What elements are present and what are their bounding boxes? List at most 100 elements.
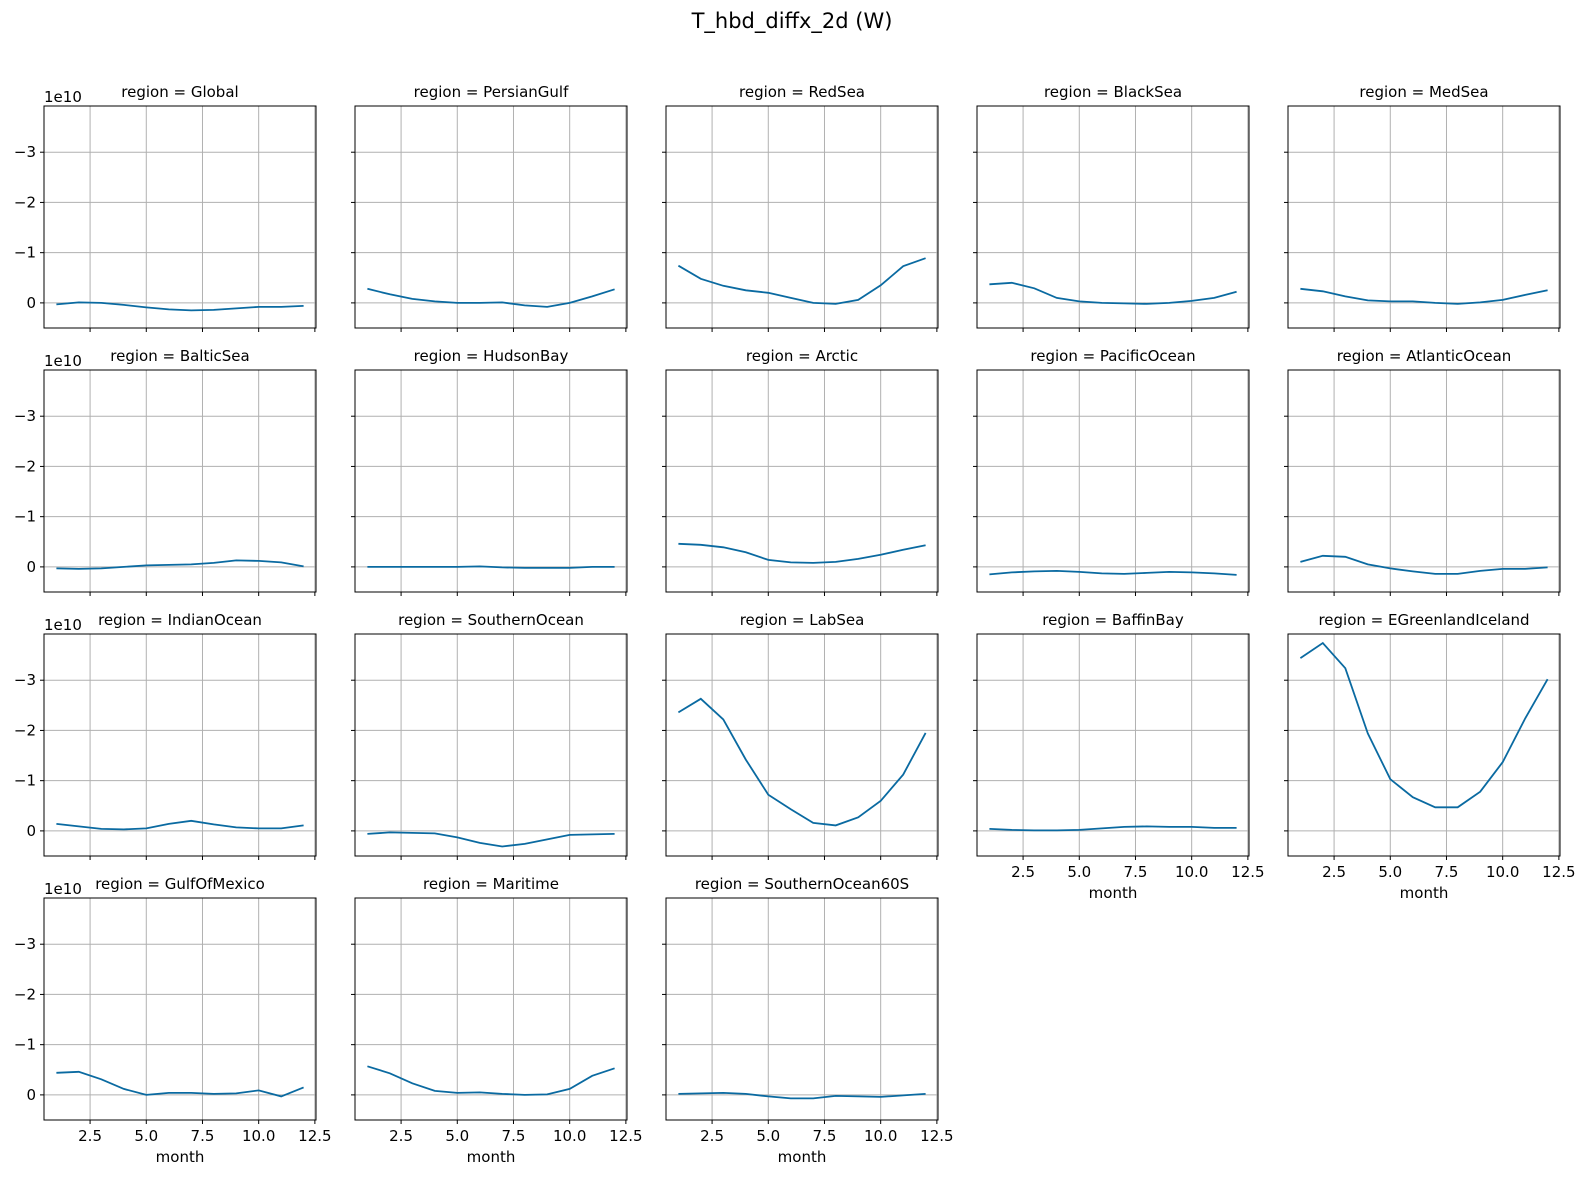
series-line	[367, 831, 615, 848]
axes-frame	[43, 633, 317, 857]
x-tick-label: 12.5	[920, 1127, 953, 1145]
series-line	[56, 559, 304, 570]
grid	[44, 106, 316, 328]
series-line	[989, 569, 1237, 576]
subplot-title: region = Maritime	[423, 875, 559, 893]
series-line	[56, 301, 304, 312]
y-offset-label: 1e10	[44, 616, 82, 634]
y-tick-label: 0	[26, 822, 36, 840]
x-tick-label: 2.5	[1322, 863, 1346, 881]
grid	[666, 634, 938, 856]
subplot-title: region = MedSea	[1359, 83, 1488, 101]
x-axis-label: month	[1400, 884, 1449, 902]
subplot-10: region = IndianOcean 0 −1 −2 −3 1e10	[14, 611, 317, 860]
axes-frame	[665, 105, 939, 329]
subplot-title: region = IndianOcean	[98, 611, 262, 629]
y-tick-label: −2	[14, 193, 36, 211]
grid	[355, 634, 627, 856]
grid	[355, 106, 627, 328]
subplot-17: region = SouthernOcean60S 2.5 5.0 7.5 10.0 12…	[662, 875, 954, 1166]
subplot-14: region = EGreenlandIceland 2.5 5.0 7.5 10.0 1…	[1284, 611, 1576, 902]
x-tick-label: 5.0	[756, 1127, 780, 1145]
x-tick-label: 12.5	[1231, 863, 1264, 881]
series-line	[56, 1070, 304, 1098]
x-tick-label: 10.0	[1486, 863, 1519, 881]
axes-frame	[354, 369, 628, 593]
x-axis-label: month	[467, 1148, 516, 1166]
subplot-title: region = EGreenlandIceland	[1318, 611, 1529, 629]
subplot-11: region = SouthernOcean	[351, 611, 628, 860]
x-tick-label: 5.0	[445, 1127, 469, 1145]
grid	[355, 370, 627, 592]
series-line	[1300, 554, 1548, 575]
subplot-6: region = HudsonBay	[351, 347, 628, 596]
grid	[977, 370, 1249, 592]
grid	[44, 898, 316, 1120]
axes-frame	[976, 369, 1250, 593]
x-axis-label: month	[778, 1148, 827, 1166]
y-tick-label: −2	[14, 457, 36, 475]
grid	[1288, 370, 1560, 592]
subplot-title: region = SouthernOcean	[398, 611, 584, 629]
y-tick-label: 0	[26, 294, 36, 312]
subplot-title: region = AtlanticOcean	[1337, 347, 1512, 365]
x-tick-label: 10.0	[864, 1127, 897, 1145]
series-line	[1299, 641, 1549, 809]
axes-frame	[976, 633, 1250, 857]
series-line	[678, 1091, 926, 1100]
subplot-16: region = Maritime 2.5 5.0 7.5 10.0 12.5 month	[351, 875, 643, 1166]
series-line	[989, 281, 1237, 305]
subplot-1: region = PersianGulf	[351, 83, 628, 332]
subplot-title: region = GulfOfMexico	[95, 875, 265, 893]
grid	[666, 898, 938, 1120]
series-line	[367, 287, 615, 308]
series-line	[678, 542, 926, 564]
series-line	[56, 819, 304, 831]
axes-frame	[354, 633, 628, 857]
x-tick-label: 10.0	[1175, 863, 1208, 881]
x-tick-label: 12.5	[609, 1127, 642, 1145]
axes-frame	[354, 105, 628, 329]
y-tick-label: −1	[14, 244, 36, 262]
axes-frame	[665, 369, 939, 593]
subplot-8: region = PacificOcean	[973, 347, 1250, 596]
y-tick-label: −1	[14, 772, 36, 790]
y-tick-label: −3	[14, 143, 36, 161]
subplot-title: region = RedSea	[739, 83, 865, 101]
x-tick-label: 10.0	[553, 1127, 586, 1145]
grid	[977, 634, 1249, 856]
grid	[1288, 106, 1560, 328]
x-tick-label: 7.5	[502, 1127, 526, 1145]
subplot-title: region = SouthernOcean60S	[695, 875, 909, 893]
subplot-2: region = RedSea	[662, 83, 939, 332]
y-tick-label: −1	[14, 1036, 36, 1054]
subplot-title: region = BalticSea	[110, 347, 249, 365]
subplot-3: region = BlackSea	[973, 83, 1250, 332]
x-tick-label: 5.0	[1067, 863, 1091, 881]
subplot-title: region = Global	[121, 83, 238, 101]
x-tick-label: 2.5	[700, 1127, 724, 1145]
y-tick-label: 0	[26, 1086, 36, 1104]
x-tick-label: 7.5	[813, 1127, 837, 1145]
grid	[44, 370, 316, 592]
x-tick-label: 5.0	[134, 1127, 158, 1145]
axes-frame	[43, 369, 317, 593]
subplot-13: region = BaffinBay 2.5 5.0 7.5 10.0 12.5 month	[973, 611, 1265, 902]
subplot-title: region = HudsonBay	[414, 347, 569, 365]
series-line	[677, 257, 926, 305]
figure-title: T_hbd_diffx_2d (W)	[691, 9, 893, 34]
axes-frame	[354, 897, 628, 1121]
y-tick-label: 0	[26, 558, 36, 576]
subplot-9: region = AtlanticOcean	[1284, 347, 1561, 596]
axes-frame	[1287, 633, 1561, 857]
grid	[1288, 634, 1560, 856]
y-tick-label: −3	[14, 935, 36, 953]
grid	[44, 634, 316, 856]
y-offset-label: 1e10	[44, 880, 82, 898]
axes-frame	[665, 633, 939, 857]
subplot-title: region = PersianGulf	[414, 83, 569, 101]
subplot-0: region = Global 0 −1 −2 −3 1e10	[14, 83, 317, 332]
x-tick-label: 12.5	[298, 1127, 331, 1145]
y-tick-label: −3	[14, 671, 36, 689]
